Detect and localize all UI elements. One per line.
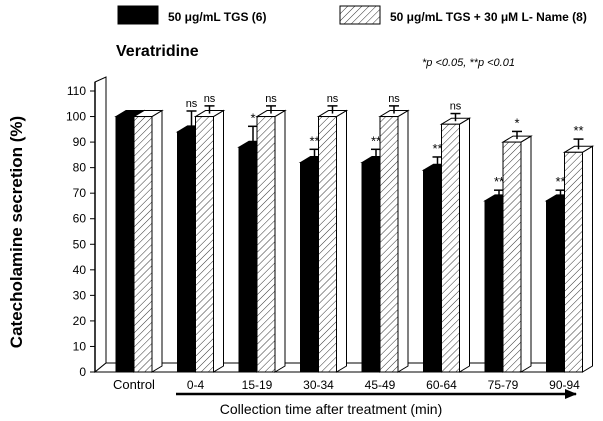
bar-front: [379, 116, 399, 373]
significance-label: ns: [186, 98, 198, 110]
significance-label: ns: [388, 93, 400, 105]
x-axis-label: Collection time after treatment (min): [220, 401, 443, 417]
bar-front: [423, 169, 442, 373]
back-wall: [94, 76, 107, 374]
legend-item-series-2: 50 μg/mL TGS + 30 μM L- Name (8): [339, 5, 587, 25]
bar-front: [546, 200, 565, 373]
bar-side: [397, 109, 409, 373]
y-axis-label: Catecholamine secretion (%): [7, 116, 26, 348]
y-tick-label: 0: [79, 365, 86, 379]
significance-label: **: [494, 174, 504, 189]
y-tick-label: 40: [73, 263, 87, 277]
significance-label: *: [250, 110, 255, 125]
bar-side: [213, 109, 224, 373]
significance-label: ns: [265, 93, 277, 105]
significance-label: **: [573, 123, 583, 138]
bar-front: [361, 162, 381, 373]
y-tick-label: 110: [67, 84, 86, 98]
x-tick-label: 75-79: [488, 378, 519, 392]
bar-hatched-90-94: **: [562, 123, 595, 373]
bar-front: [502, 141, 522, 373]
bar-side: [336, 109, 347, 373]
significance-label: **: [309, 133, 319, 148]
legend-label-series-1: 50 μg/mL TGS (6): [168, 10, 266, 24]
y-tick-label: 80: [73, 161, 87, 175]
bar-hatched-45-49: ns: [378, 93, 410, 373]
significance-label: ns: [204, 93, 216, 105]
x-tick-label: Control: [113, 377, 155, 392]
bar-hatched-60-64: ns: [439, 101, 472, 373]
legend-label-series-2: 50 μg/mL TGS + 30 μM L- Name (8): [390, 10, 587, 24]
bar-hatched-Control: [132, 109, 164, 373]
bar-front: [441, 123, 460, 373]
bar-side: [459, 117, 470, 373]
bar-front: [484, 200, 504, 373]
significance-label: **: [371, 133, 381, 148]
x-tick-label: 30-34: [303, 378, 334, 392]
legend-item-series-1: 50 μg/mL TGS (6): [117, 5, 266, 25]
significance-label: **: [432, 141, 442, 156]
y-tick-label: 20: [73, 314, 87, 328]
x-tick-label: 60-64: [426, 378, 457, 392]
bar-front: [238, 146, 258, 373]
bar-front: [115, 116, 135, 373]
bar-side: [520, 135, 532, 373]
chart-title: Veratridine: [116, 43, 199, 60]
bar-side: [582, 145, 593, 373]
bar-front: [177, 131, 196, 373]
bar-hatched-0-4: ns: [193, 93, 226, 373]
bar-hatched-30-34: ns: [316, 93, 349, 373]
significance-label: *: [514, 115, 519, 130]
y-axis-ticks: 0 10 20 30 40 50 60 70 80 90 100 110: [66, 84, 95, 379]
bar-front: [133, 116, 153, 373]
bar-front: [195, 116, 214, 373]
y-tick-label: 30: [73, 288, 87, 302]
y-tick-label: 50: [73, 237, 87, 251]
significance-label: **: [555, 174, 565, 189]
bar-side: [274, 109, 286, 373]
bar-hatched-75-79: *: [501, 115, 533, 373]
y-tick-label: 100: [66, 110, 86, 124]
bar-front: [256, 116, 276, 373]
x-tick-label: 45-49: [365, 378, 396, 392]
y-tick-label: 70: [73, 186, 87, 200]
bar-front: [318, 116, 337, 373]
x-tick-label: 90-94: [549, 378, 580, 392]
x-tick-label: 15-19: [242, 378, 273, 392]
legend: 50 μg/mL TGS (6) 50 μg/mL TGS + 30 μM L-…: [117, 5, 587, 25]
significance-note: *p <0.05, **p <0.01: [422, 57, 515, 69]
legend-swatch-hatched: [339, 5, 381, 25]
x-axis-ticks: Control 0-4 15-19 30-34 45-49 60-64 75-79 90-94: [113, 377, 580, 392]
x-tick-label: 0-4: [187, 378, 205, 392]
y-tick-label: 90: [73, 135, 87, 149]
bar-hatched-15-19: ns: [255, 93, 287, 373]
bars: ns ns*ns**ns**ns**ns*******: [114, 93, 595, 373]
y-tick-label: 60: [73, 212, 87, 226]
bar-side: [151, 109, 163, 373]
significance-label: ns: [450, 101, 462, 113]
y-tick-label: 10: [73, 339, 87, 353]
significance-label: ns: [327, 93, 339, 105]
bar-front: [564, 151, 583, 373]
bar-front: [300, 162, 319, 373]
legend-swatch-solid: [117, 5, 159, 25]
